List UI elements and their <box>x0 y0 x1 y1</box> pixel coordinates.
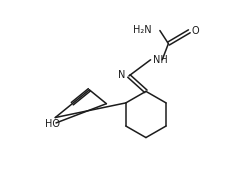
Text: H₂N: H₂N <box>133 25 152 35</box>
Text: HO: HO <box>45 119 60 129</box>
Text: N: N <box>118 70 125 80</box>
Text: O: O <box>192 25 199 36</box>
Text: NH: NH <box>153 55 168 65</box>
